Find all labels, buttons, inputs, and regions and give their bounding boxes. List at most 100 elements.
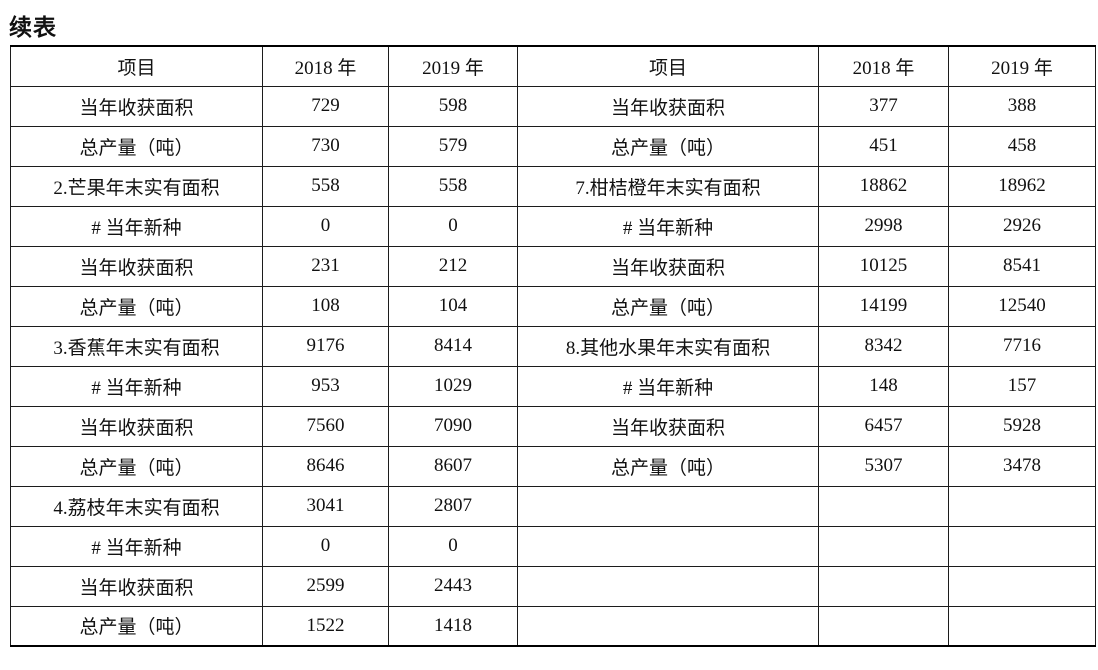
value-2019-right	[948, 525, 1096, 567]
table-row: 总产量（吨） 8646 8607 总产量（吨） 5307 3478	[10, 445, 1096, 487]
value-2018-left: 8646	[262, 445, 389, 487]
header-2018-left: 2018 年	[262, 45, 389, 87]
value-2018-left: 9176	[262, 325, 389, 367]
row-label-left: 当年收获面积	[10, 405, 263, 447]
table-row: 当年收获面积 2599 2443	[10, 565, 1096, 607]
table-row: 总产量（吨） 108 104 总产量（吨） 14199 12540	[10, 285, 1096, 327]
value-2019-left: 1029	[388, 365, 518, 407]
value-2018-right: 14199	[818, 285, 949, 327]
row-label-left: 总产量（吨）	[10, 285, 263, 327]
value-2019-right: 2926	[948, 205, 1096, 247]
row-label-left: 总产量（吨）	[10, 125, 263, 167]
table-row: # 当年新种 953 1029 # 当年新种 148 157	[10, 365, 1096, 407]
row-label-left: 4.荔枝年末实有面积	[10, 485, 263, 527]
row-label-left: 总产量（吨）	[10, 605, 263, 647]
value-2019-right	[948, 565, 1096, 607]
value-2019-right: 8541	[948, 245, 1096, 287]
page-title: 续表	[9, 15, 57, 40]
value-2018-left: 108	[262, 285, 389, 327]
table-row: 总产量（吨） 1522 1418	[10, 605, 1096, 647]
value-2018-right	[818, 565, 949, 607]
table-header-row: 项目 2018 年 2019 年 项目 2018 年 2019 年	[10, 45, 1096, 87]
value-2019-right	[948, 485, 1096, 527]
table-row: 2.芒果年末实有面积 558 558 7.柑桔橙年末实有面积 18862 189…	[10, 165, 1096, 207]
value-2018-left: 558	[262, 165, 389, 207]
row-label-right: 总产量（吨）	[517, 285, 819, 327]
table-row: 4.荔枝年末实有面积 3041 2807	[10, 485, 1096, 527]
row-label-left: # 当年新种	[10, 205, 263, 247]
row-label-left: 当年收获面积	[10, 245, 263, 287]
header-2018-right: 2018 年	[818, 45, 949, 87]
table-row: 总产量（吨） 730 579 总产量（吨） 451 458	[10, 125, 1096, 167]
table-row: # 当年新种 0 0	[10, 525, 1096, 567]
value-2018-left: 3041	[262, 485, 389, 527]
row-label-right	[517, 485, 819, 527]
value-2018-left: 7560	[262, 405, 389, 447]
value-2019-left: 1418	[388, 605, 518, 647]
row-label-left: 当年收获面积	[10, 85, 263, 127]
value-2019-left: 212	[388, 245, 518, 287]
header-2019-left: 2019 年	[388, 45, 518, 87]
value-2019-left: 558	[388, 165, 518, 207]
value-2018-right: 2998	[818, 205, 949, 247]
table-row: # 当年新种 0 0 # 当年新种 2998 2926	[10, 205, 1096, 247]
value-2019-left: 0	[388, 205, 518, 247]
value-2018-left: 729	[262, 85, 389, 127]
header-item-right: 项目	[517, 45, 819, 87]
value-2019-left: 2807	[388, 485, 518, 527]
header-item-left: 项目	[10, 45, 263, 87]
row-label-right: 总产量（吨）	[517, 125, 819, 167]
value-2018-left: 0	[262, 205, 389, 247]
table-row: 当年收获面积 729 598 当年收获面积 377 388	[10, 85, 1096, 127]
table-row: 当年收获面积 231 212 当年收获面积 10125 8541	[10, 245, 1096, 287]
value-2018-left: 730	[262, 125, 389, 167]
row-label-left: 2.芒果年末实有面积	[10, 165, 263, 207]
value-2019-right: 157	[948, 365, 1096, 407]
value-2019-right	[948, 605, 1096, 647]
row-label-right: 当年收获面积	[517, 405, 819, 447]
value-2018-right: 377	[818, 85, 949, 127]
table-row: 当年收获面积 7560 7090 当年收获面积 6457 5928	[10, 405, 1096, 447]
row-label-right: # 当年新种	[517, 205, 819, 247]
statistics-table: 项目 2018 年 2019 年 项目 2018 年 2019 年 当年收获面积…	[10, 45, 1096, 647]
value-2018-right	[818, 605, 949, 647]
row-label-left: # 当年新种	[10, 525, 263, 567]
value-2018-right	[818, 485, 949, 527]
value-2018-left: 1522	[262, 605, 389, 647]
value-2019-left: 0	[388, 525, 518, 567]
row-label-right	[517, 525, 819, 567]
value-2019-right: 18962	[948, 165, 1096, 207]
table-row: 3.香蕉年末实有面积 9176 8414 8.其他水果年末实有面积 8342 7…	[10, 325, 1096, 367]
value-2019-right: 7716	[948, 325, 1096, 367]
value-2018-right: 8342	[818, 325, 949, 367]
row-label-right: 当年收获面积	[517, 245, 819, 287]
value-2018-left: 2599	[262, 565, 389, 607]
row-label-right: 当年收获面积	[517, 85, 819, 127]
row-label-right: # 当年新种	[517, 365, 819, 407]
value-2019-left: 7090	[388, 405, 518, 447]
value-2018-right: 148	[818, 365, 949, 407]
value-2018-left: 953	[262, 365, 389, 407]
value-2018-right	[818, 525, 949, 567]
value-2019-right: 12540	[948, 285, 1096, 327]
row-label-left: # 当年新种	[10, 365, 263, 407]
row-label-left: 3.香蕉年末实有面积	[10, 325, 263, 367]
value-2018-right: 10125	[818, 245, 949, 287]
row-label-right: 8.其他水果年末实有面积	[517, 325, 819, 367]
value-2019-left: 598	[388, 85, 518, 127]
value-2019-left: 104	[388, 285, 518, 327]
row-label-left: 总产量（吨）	[10, 445, 263, 487]
value-2019-right: 5928	[948, 405, 1096, 447]
value-2018-right: 5307	[818, 445, 949, 487]
header-2019-right: 2019 年	[948, 45, 1096, 87]
row-label-right	[517, 565, 819, 607]
value-2019-right: 458	[948, 125, 1096, 167]
value-2018-right: 18862	[818, 165, 949, 207]
value-2019-right: 3478	[948, 445, 1096, 487]
value-2018-right: 6457	[818, 405, 949, 447]
row-label-right: 总产量（吨）	[517, 445, 819, 487]
value-2019-left: 579	[388, 125, 518, 167]
value-2019-right: 388	[948, 85, 1096, 127]
row-label-right: 7.柑桔橙年末实有面积	[517, 165, 819, 207]
